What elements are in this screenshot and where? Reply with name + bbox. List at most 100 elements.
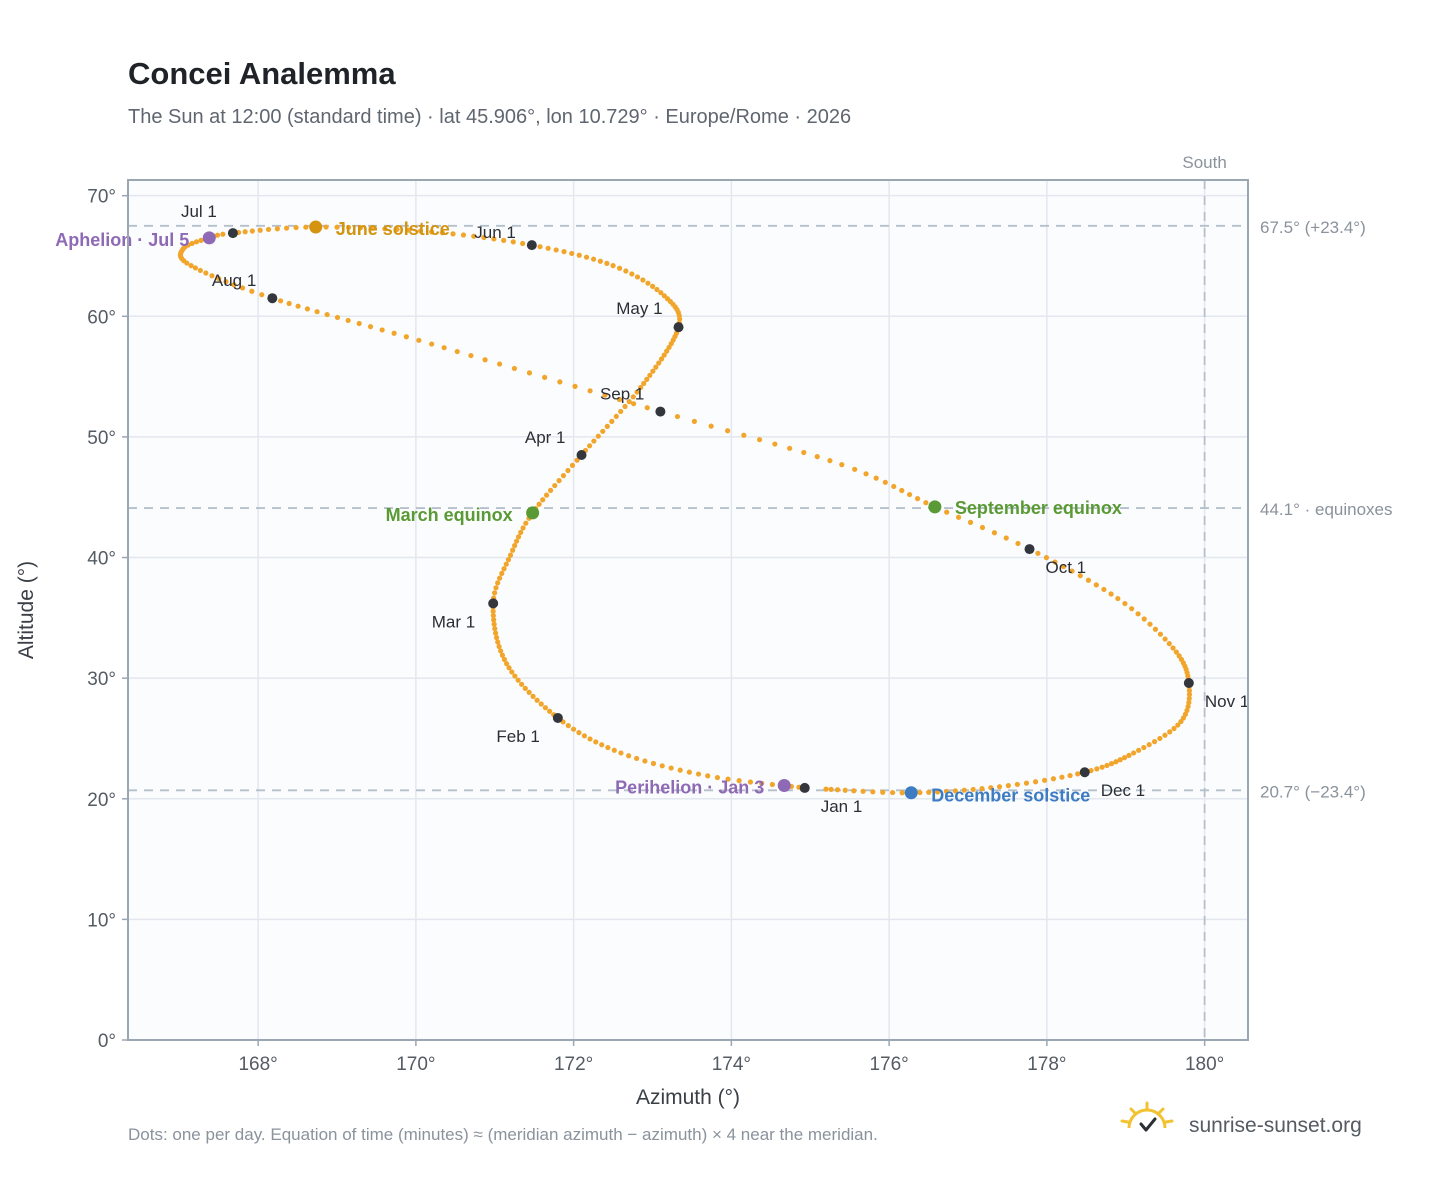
daily-dot	[537, 244, 543, 250]
daily-dot	[644, 405, 650, 411]
daily-dot	[917, 789, 923, 796]
daily-dot	[304, 306, 311, 312]
month-marker	[267, 293, 278, 304]
daily-dot	[823, 786, 829, 792]
daily-dot	[593, 739, 599, 745]
daily-dot	[801, 449, 807, 456]
event-marker	[202, 231, 216, 245]
daily-dot	[934, 789, 941, 795]
daily-dot	[493, 635, 500, 641]
daily-dot	[356, 320, 362, 327]
daily-dot	[188, 263, 194, 269]
daily-dot	[634, 389, 640, 395]
daily-dot	[576, 252, 582, 258]
daily-dot	[513, 538, 520, 544]
daily-dot	[1043, 555, 1050, 561]
daily-dot	[491, 617, 497, 623]
daily-dot	[542, 705, 549, 711]
daily-dot	[1113, 759, 1119, 765]
daily-dot	[769, 781, 776, 788]
daily-dot	[616, 265, 623, 271]
daily-dot	[1117, 757, 1123, 763]
daily-dot	[1178, 718, 1184, 725]
daily-dot	[618, 750, 624, 756]
month-marker	[1183, 677, 1194, 688]
daily-dot	[499, 652, 506, 658]
month-label: Jan 1	[821, 797, 863, 816]
daily-dot	[406, 227, 412, 233]
daily-dot	[498, 648, 504, 654]
month-marker	[1079, 767, 1090, 778]
daily-dot	[1075, 771, 1081, 777]
daily-dot	[725, 428, 731, 434]
daily-dot	[503, 661, 510, 667]
month-label: Aug 1	[212, 271, 256, 290]
y-tick-label: 10°	[87, 910, 116, 931]
daily-dot	[955, 514, 962, 520]
daily-dot	[1003, 535, 1009, 541]
event-label: Aphelion · Jul 5	[55, 230, 189, 250]
daily-dot	[1101, 586, 1107, 593]
daily-dot	[587, 388, 593, 394]
daily-dot	[1186, 687, 1193, 694]
daily-dot	[345, 224, 352, 231]
daily-dot	[880, 789, 886, 795]
month-marker	[227, 228, 238, 239]
daily-dot	[242, 229, 248, 235]
plot-area	[128, 180, 1248, 1040]
daily-dot	[496, 643, 502, 650]
daily-dot	[623, 268, 629, 274]
y-tick-label: 40°	[87, 549, 116, 570]
daily-dot	[391, 330, 397, 336]
daily-dot	[851, 788, 857, 794]
daily-dot	[759, 780, 765, 786]
daily-dot	[691, 418, 697, 424]
daily-dot	[1131, 750, 1137, 756]
daily-dot	[827, 458, 833, 464]
daily-dot	[605, 744, 611, 751]
daily-dot	[542, 374, 548, 380]
daily-dot	[203, 270, 209, 276]
daily-dot	[265, 226, 272, 233]
daily-dot	[1104, 762, 1110, 769]
daily-dot	[518, 529, 524, 536]
daily-dot	[581, 733, 588, 739]
daily-dot	[565, 723, 571, 729]
daily-dot	[1108, 761, 1115, 767]
daily-dot	[506, 665, 512, 671]
daily-dot	[249, 288, 255, 294]
daily-dot	[650, 760, 657, 767]
daily-dot	[1157, 735, 1163, 742]
daily-dot	[277, 298, 284, 304]
daily-dot	[193, 239, 200, 245]
daily-dot	[1115, 595, 1121, 602]
daily-dot	[677, 767, 683, 773]
daily-dot	[1171, 725, 1177, 732]
x-tick-label: 172°	[554, 1054, 593, 1075]
daily-dot	[747, 779, 754, 785]
month-marker	[576, 450, 587, 461]
daily-dot	[674, 413, 681, 420]
daily-dot	[382, 226, 388, 232]
daily-dot	[357, 225, 364, 231]
daily-dot	[647, 372, 653, 378]
daily-dot	[1060, 563, 1067, 570]
daily-dot	[493, 585, 499, 591]
event-label: June solstice	[336, 219, 450, 239]
daily-dot	[1069, 568, 1075, 574]
daily-dot	[403, 334, 409, 340]
y-tick-label: 30°	[87, 669, 116, 690]
daily-dot	[323, 224, 329, 230]
daily-dot	[708, 423, 714, 429]
reference-line-label: 20.7° (−23.4°)	[1260, 782, 1366, 801]
daily-dot	[609, 418, 615, 424]
daily-dot	[370, 225, 376, 231]
daily-dot	[736, 778, 742, 784]
month-label: Apr 1	[525, 428, 566, 447]
daily-dot	[661, 352, 667, 358]
daily-dot	[429, 341, 435, 347]
x-axis-ticks: 168° 170° 172° 174° 176° 178° 180°	[238, 1040, 1224, 1075]
daily-dot	[570, 726, 577, 732]
daily-dot	[379, 327, 385, 333]
daily-dot	[501, 237, 507, 243]
